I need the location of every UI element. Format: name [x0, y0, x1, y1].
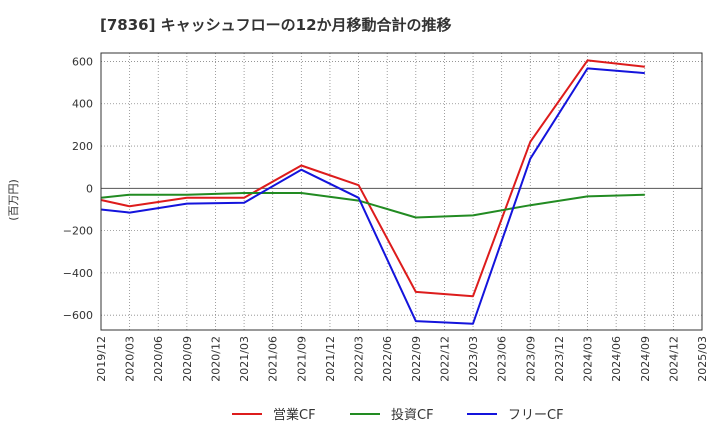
x-tick-label: 2022/03	[353, 336, 366, 382]
chart-title: [7836] キャッシュフローの12か月移動合計の推移	[100, 16, 452, 34]
y-tick-label: 600	[72, 55, 93, 68]
x-tick-label: 2024/12	[667, 336, 680, 382]
y-tick-label: −200	[63, 225, 93, 238]
x-tick-label: 2023/03	[467, 336, 480, 382]
x-tick-label: 2023/06	[496, 336, 509, 382]
y-tick-label: −400	[63, 267, 93, 280]
x-tick-label: 2022/09	[410, 336, 423, 382]
legend-label: 営業CF	[273, 407, 316, 423]
x-tick-label: 2024/09	[639, 336, 652, 382]
y-tick-label: 0	[86, 182, 93, 195]
x-tick-label: 2024/06	[610, 336, 623, 382]
plot-area-frame	[100, 52, 703, 331]
x-tick-label: 2024/03	[582, 336, 595, 382]
legend: 営業CF 投資CF フリーCF	[232, 407, 564, 423]
legend-label: フリーCF	[508, 408, 564, 423]
series-line	[100, 192, 645, 219]
y-tick-label: 200	[72, 140, 93, 153]
x-tick-label: 2022/06	[381, 336, 394, 382]
x-tick-label: 2021/03	[238, 336, 251, 382]
series-line	[100, 67, 645, 325]
x-tick-label: 2023/12	[553, 336, 566, 382]
x-tick-label: 2019/12	[95, 336, 108, 382]
series-line	[100, 59, 645, 298]
y-tick-label: −600	[63, 309, 93, 322]
series-lines	[100, 59, 645, 325]
x-tick-labels: 2019/12 2020/03 2020/06 2020/09 2020/12 2021/…	[95, 336, 709, 382]
x-tick-label: 2021/06	[267, 336, 280, 382]
y-tick-label: 400	[72, 98, 93, 111]
x-tick-label: 2022/12	[438, 336, 451, 382]
x-tick-label: 2020/06	[152, 336, 165, 382]
y-tick-labels: 600 400 200 0 −200 −400 −600	[63, 55, 93, 322]
x-tick-label: 2023/09	[524, 336, 537, 382]
legend-label: 投資CF	[391, 407, 434, 423]
x-tick-label: 2020/03	[124, 336, 137, 382]
x-tick-label: 2020/09	[181, 336, 194, 382]
y-axis-label: (百万円)	[7, 179, 20, 221]
x-tick-label: 2021/09	[295, 336, 308, 382]
x-tick-label: 2021/12	[324, 336, 337, 382]
grid-lines	[101, 53, 702, 330]
x-tick-label: 2020/12	[209, 336, 222, 382]
x-tick-label: 2025/03	[696, 336, 709, 382]
